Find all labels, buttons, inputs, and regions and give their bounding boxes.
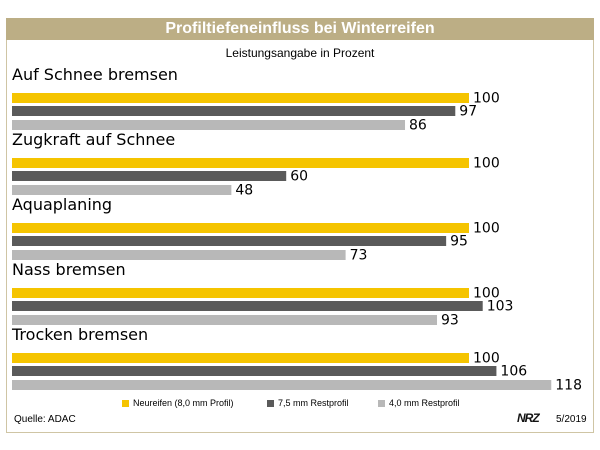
category-label: Aquaplaning bbox=[12, 195, 112, 214]
category-label: Auf Schnee bremsen bbox=[12, 65, 178, 84]
value-label: 93 bbox=[441, 313, 459, 329]
category-label: Zugkraft auf Schnee bbox=[12, 130, 175, 149]
value-label: 95 bbox=[450, 234, 468, 250]
bar bbox=[12, 171, 287, 181]
bar bbox=[12, 120, 406, 130]
value-label: 100 bbox=[473, 351, 500, 367]
legend-label-7-5mm: 7,5 mm Restprofil bbox=[278, 398, 349, 408]
bar bbox=[12, 380, 552, 390]
value-label: 100 bbox=[473, 91, 500, 107]
chart-title: Profiltiefeneinfluss bei Winterreifen bbox=[165, 20, 435, 37]
value-label: 97 bbox=[459, 104, 477, 120]
chart-subtitle: Leistungsangabe in Prozent bbox=[225, 46, 375, 60]
legend-label-4mm: 4,0 mm Restprofil bbox=[389, 398, 460, 408]
legend-swatch-neureifen bbox=[122, 399, 129, 407]
value-label: 48 bbox=[235, 183, 253, 199]
category-label: Nass bremsen bbox=[12, 260, 126, 279]
bar bbox=[12, 93, 469, 103]
value-label: 73 bbox=[350, 248, 368, 264]
value-label: 100 bbox=[473, 156, 500, 172]
legend-swatch-4mm bbox=[378, 399, 385, 407]
legend-item-4mm: 4,0 mm Restprofil bbox=[378, 398, 460, 408]
legend-item-neureifen: Neureifen (8,0 mm Profil) bbox=[122, 398, 234, 408]
bar bbox=[12, 158, 469, 168]
value-label: 103 bbox=[487, 299, 514, 315]
bar bbox=[12, 353, 469, 363]
bar bbox=[12, 236, 447, 246]
bar bbox=[12, 185, 232, 195]
publication-date: 5/2019 bbox=[556, 414, 587, 425]
bar bbox=[12, 301, 483, 311]
bar bbox=[12, 288, 469, 298]
value-label: 106 bbox=[500, 364, 527, 380]
bar bbox=[12, 223, 469, 233]
legend-item-7-5mm: 7,5 mm Restprofil bbox=[267, 398, 349, 408]
bar bbox=[12, 250, 346, 260]
category-label: Trocken bremsen bbox=[11, 325, 148, 344]
bar bbox=[12, 315, 438, 325]
bar bbox=[12, 366, 497, 376]
value-label: 118 bbox=[555, 378, 582, 394]
value-label: 60 bbox=[290, 169, 308, 185]
value-label: 100 bbox=[473, 286, 500, 302]
title-bar: Profiltiefeneinfluss bei Winterreifen bbox=[6, 18, 594, 40]
legend-label-neureifen: Neureifen (8,0 mm Profil) bbox=[133, 398, 234, 408]
bar bbox=[12, 106, 456, 116]
legend-swatch-7-5mm bbox=[267, 399, 274, 407]
source-note: Quelle: ADAC bbox=[14, 414, 76, 425]
value-label: 86 bbox=[409, 118, 427, 134]
publisher-logo: NRZ bbox=[517, 411, 540, 425]
legend: Neureifen (8,0 mm Profil) 7,5 mm Restpro… bbox=[0, 398, 600, 412]
value-label: 100 bbox=[473, 221, 500, 237]
